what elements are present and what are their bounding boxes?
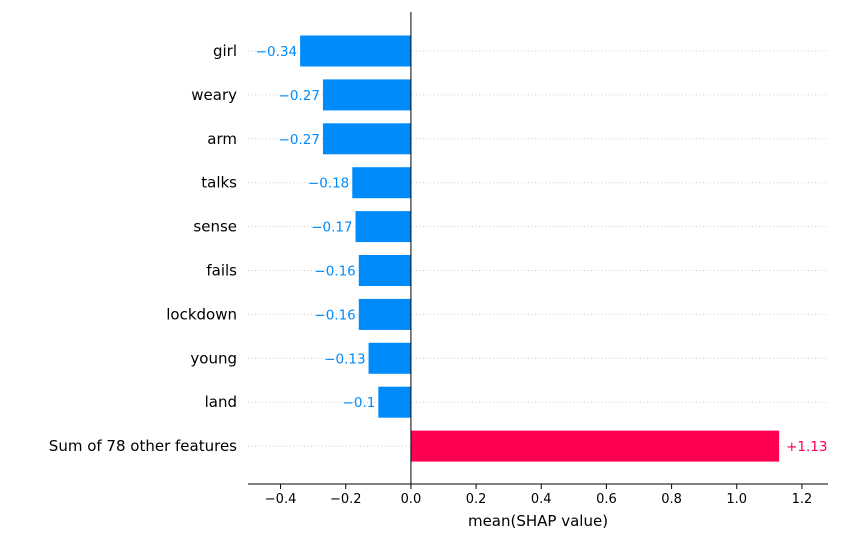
bar [352, 167, 411, 199]
bar [322, 123, 411, 155]
bar [355, 211, 411, 243]
category-label: lockdown [166, 305, 237, 323]
category-label: young [190, 349, 237, 367]
category-label: girl [213, 42, 237, 60]
x-tick-label: 0.0 [401, 492, 422, 507]
bar [378, 386, 411, 418]
bar [300, 35, 411, 67]
x-tick-label: 1.0 [726, 492, 747, 507]
value-label: −0.18 [308, 176, 349, 192]
x-tick-label: 0.8 [661, 492, 682, 507]
x-tick-label: 1.2 [792, 492, 813, 507]
x-axis: −0.4 −0.2 0.0 0.2 0.4 0.6 0.8 1.0 1.2 [248, 483, 828, 507]
value-label: +1.13 [786, 439, 827, 455]
category-label: fails [206, 262, 237, 280]
value-label: −0.34 [256, 44, 297, 60]
bar [368, 342, 411, 374]
bars [300, 35, 780, 462]
category-label: arm [207, 130, 237, 148]
bar [410, 430, 780, 462]
labels: girl −0.34 weary −0.27 arm −0.27 talks −0.18 sen… [49, 42, 828, 455]
value-label: −0.16 [314, 307, 355, 323]
category-label: land [205, 393, 237, 411]
category-label: Sum of 78 other features [49, 437, 237, 455]
category-label: weary [191, 86, 237, 104]
bar [322, 79, 411, 111]
value-label: −0.16 [314, 264, 355, 280]
value-label: −0.27 [279, 132, 320, 148]
x-axis-label: mean(SHAP value) [468, 512, 608, 530]
x-tick-label: −0.4 [265, 492, 297, 507]
value-label: −0.27 [279, 88, 320, 104]
value-label: −0.13 [324, 351, 365, 367]
bar [358, 255, 411, 286]
category-label: sense [193, 218, 237, 236]
value-label: −0.17 [311, 220, 352, 236]
x-tick-label: −0.2 [330, 492, 362, 507]
value-label: −0.1 [343, 395, 376, 411]
x-tick-label: 0.6 [596, 492, 617, 507]
x-tick-label: 0.2 [466, 492, 487, 507]
bar [358, 298, 411, 330]
category-label: talks [201, 174, 237, 192]
x-tick-label: 0.4 [531, 492, 552, 507]
